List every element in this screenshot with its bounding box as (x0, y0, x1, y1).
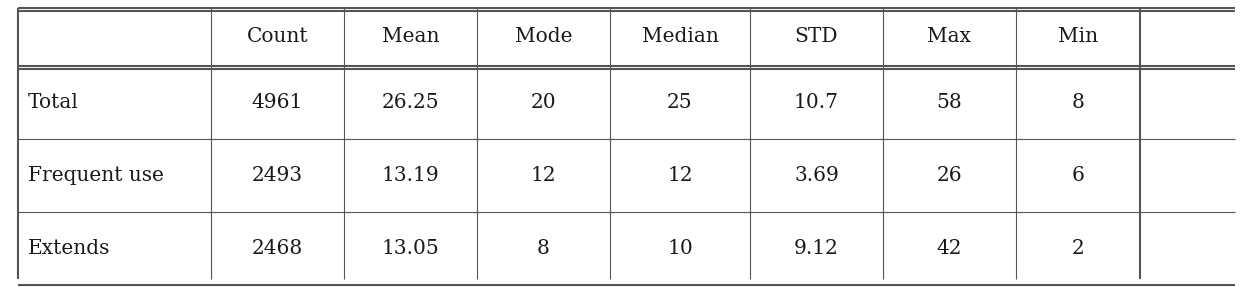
Text: 6: 6 (1072, 166, 1084, 185)
Text: Median: Median (642, 28, 718, 46)
Text: 25: 25 (667, 93, 693, 112)
Text: Mean: Mean (382, 28, 440, 46)
Text: 10: 10 (667, 239, 693, 258)
Text: 2493: 2493 (252, 166, 304, 185)
Text: 13.05: 13.05 (382, 239, 440, 258)
Text: 8: 8 (1072, 93, 1084, 112)
Text: 8: 8 (537, 239, 550, 258)
Text: Count: Count (247, 28, 309, 46)
Text: 26: 26 (937, 166, 962, 185)
Text: 12: 12 (531, 166, 556, 185)
Text: 10.7: 10.7 (794, 93, 839, 112)
Text: Max: Max (928, 28, 972, 46)
Text: 42: 42 (937, 239, 962, 258)
Text: Mode: Mode (515, 28, 572, 46)
Text: 4961: 4961 (252, 93, 304, 112)
Text: 2468: 2468 (252, 239, 304, 258)
Text: Total: Total (27, 93, 79, 112)
Text: 13.19: 13.19 (382, 166, 440, 185)
Text: 26.25: 26.25 (382, 93, 440, 112)
Text: Extends: Extends (27, 239, 110, 258)
Text: Frequent use: Frequent use (27, 166, 164, 185)
Text: 12: 12 (667, 166, 693, 185)
Text: 2: 2 (1072, 239, 1084, 258)
Text: 9.12: 9.12 (794, 239, 839, 258)
Text: Min: Min (1058, 28, 1098, 46)
Text: 20: 20 (531, 93, 556, 112)
Text: 58: 58 (937, 93, 963, 112)
Text: 3.69: 3.69 (794, 166, 839, 185)
Text: STD: STD (794, 28, 838, 46)
